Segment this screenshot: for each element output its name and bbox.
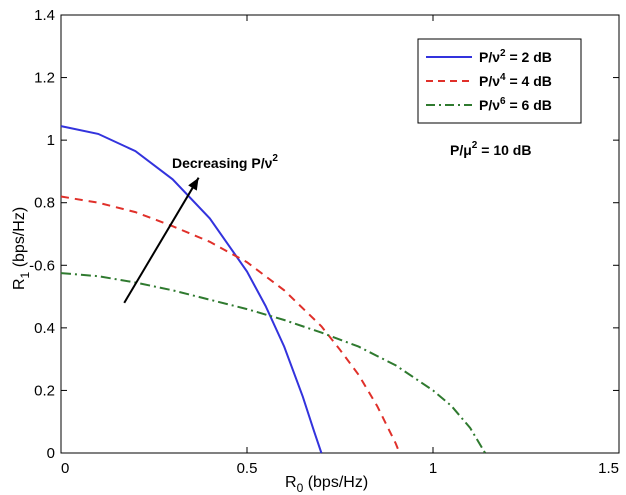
y-tick-label: 0: [47, 445, 55, 462]
legend-box: [417, 38, 582, 124]
y-tick-label: 0.2: [34, 382, 55, 399]
series-line-3: [60, 272, 486, 454]
arrow-shaft: [123, 177, 200, 304]
series-group: [60, 125, 486, 454]
series-line-2: [60, 195, 401, 454]
x-tick-label: 1: [429, 460, 437, 477]
y-tick-label: 0.4: [34, 320, 55, 337]
x-axis-label: R0 (bps/Hz): [285, 474, 368, 495]
arrow-head: [188, 177, 199, 191]
x-tick-label: 1.5: [598, 460, 619, 477]
annotation-arrow: [123, 177, 200, 304]
x-tick-label: 0: [61, 460, 69, 477]
y-tick-label: -0.6: [29, 257, 55, 274]
series-line-1: [60, 125, 323, 454]
legend: P/ν2 = 2 dB P/ν4 = 4 dB P/ν6 = 6 dB: [417, 38, 582, 124]
y-tick-label: 1.2: [34, 70, 55, 87]
tick-group: 0 0.5 1 1.5 0 0.2 0.4 -0.6 0.8 1 1.2 1.4: [29, 7, 620, 477]
x-tick-label: 0.5: [237, 460, 258, 477]
legend-label-3: P/ν6 = 6 dB: [479, 96, 552, 113]
y-tick-label: 1.4: [34, 7, 55, 24]
annotation-decreasing: Decreasing P/ν2: [172, 153, 278, 171]
legend-label-1: P/ν2 = 2 dB: [479, 48, 552, 65]
y-axis-label: R1 (bps/Hz): [11, 207, 32, 290]
legend-label-2: P/ν4 = 4 dB: [479, 72, 552, 89]
y-tick-label: 0.8: [34, 195, 55, 212]
annotation-mu: P/μ2 = 10 dB: [450, 140, 531, 158]
y-tick-label: 1: [47, 132, 55, 149]
